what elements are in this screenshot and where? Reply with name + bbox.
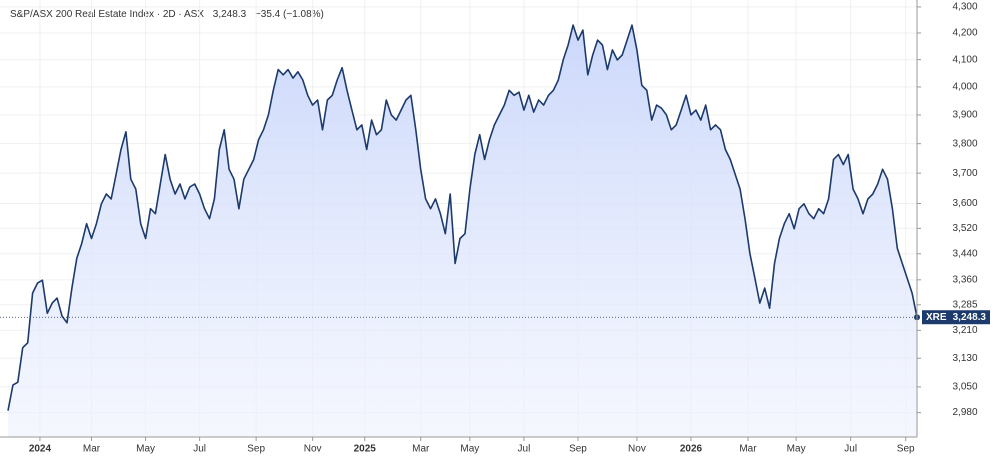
x-tick-label: Sep bbox=[247, 444, 265, 455]
x-tick-label: Nov bbox=[304, 444, 322, 455]
x-tick-label: May bbox=[460, 444, 479, 455]
chart-title: S&P/ASX 200 Real Estate Index · 2D · ASX bbox=[10, 9, 204, 20]
y-tick-label: 3,440 bbox=[952, 248, 977, 259]
x-tick-label: Jul bbox=[193, 444, 206, 455]
x-tick-label: May bbox=[787, 444, 806, 455]
area-fill bbox=[8, 25, 917, 437]
price-tag bbox=[922, 310, 990, 325]
y-tick-label: 4,200 bbox=[952, 28, 977, 39]
y-tick-label: 4,100 bbox=[952, 54, 977, 65]
y-tick-label: 3,900 bbox=[952, 110, 977, 121]
y-tick-label: 3,050 bbox=[952, 382, 977, 393]
header: S&P/ASX 200 Real Estate Index · 2D · ASX… bbox=[10, 9, 324, 20]
header-change: −35.4 (−1.08%) bbox=[255, 9, 324, 20]
x-tick-label: Sep bbox=[897, 444, 915, 455]
price-line bbox=[7, 24, 918, 411]
x-tick-label: Sep bbox=[569, 444, 587, 455]
y-tick-label: 3,360 bbox=[952, 274, 977, 285]
x-tick-label: Jul bbox=[518, 444, 531, 455]
y-tick-label: 3,130 bbox=[952, 353, 977, 364]
y-tick-label: 3,600 bbox=[952, 198, 977, 209]
x-tick-label: 2024 bbox=[29, 444, 52, 455]
x-tick-label: Nov bbox=[628, 444, 646, 455]
x-tick-label: Mar bbox=[739, 444, 757, 455]
x-tick-label: Mar bbox=[412, 444, 430, 455]
y-tick-label: 2,980 bbox=[952, 407, 977, 418]
x-tick-label: May bbox=[136, 444, 155, 455]
x-tick-label: 2026 bbox=[680, 444, 703, 455]
y-tick-label: 3,520 bbox=[952, 223, 977, 234]
x-tick-label: Jul bbox=[844, 444, 857, 455]
y-tick-label: 4,300 bbox=[952, 2, 977, 13]
price-tag-symbol: XRE bbox=[926, 312, 947, 323]
price-tag-value: 3,248.3 bbox=[953, 312, 987, 323]
x-tick-label: 2025 bbox=[354, 444, 377, 455]
y-tick-label: 3,210 bbox=[952, 325, 977, 336]
y-tick-label: 3,285 bbox=[952, 299, 977, 310]
x-tick-label: Mar bbox=[83, 444, 101, 455]
y-tick-label: 4,000 bbox=[952, 82, 977, 93]
header-price: 3,248.3 bbox=[213, 9, 247, 20]
y-tick-label: 3,700 bbox=[952, 168, 977, 179]
y-tick-label: 3,800 bbox=[952, 138, 977, 149]
